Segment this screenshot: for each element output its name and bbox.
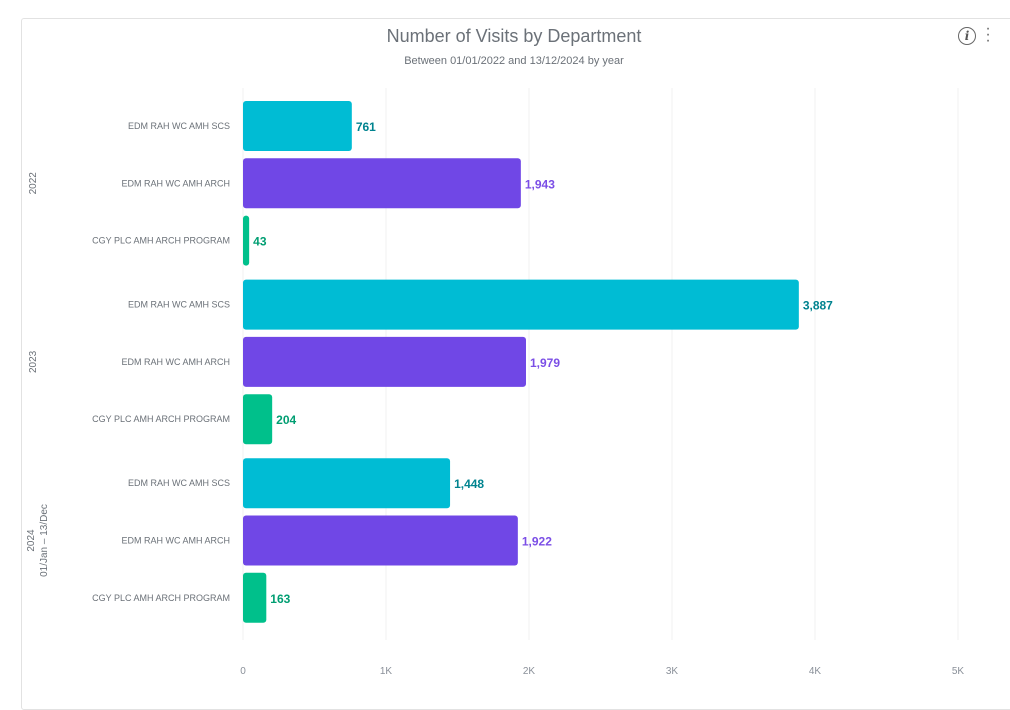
category-label: CGY PLC AMH ARCH PROGRAM (92, 593, 230, 603)
data-label: 1,979 (530, 356, 560, 370)
year-label: 2024 (26, 529, 37, 552)
category-label: CGY PLC AMH ARCH PROGRAM (92, 414, 230, 424)
data-label: 3,887 (803, 299, 833, 313)
chart-title: Number of Visits by Department (386, 26, 642, 46)
category-label: EDM RAH WC AMH ARCH (121, 357, 230, 367)
bar (243, 279, 799, 330)
bar (243, 101, 352, 151)
bar (243, 515, 518, 566)
year-label: 2022 (28, 172, 39, 195)
chart-subtitle: Between 01/01/2022 and 13/12/2024 by yea… (404, 55, 624, 67)
info-icon[interactable]: i (958, 27, 976, 45)
x-tick-label: 0 (240, 666, 246, 677)
more-vertical-icon[interactable]: · · · (985, 20, 991, 49)
data-label: 1,922 (522, 535, 552, 549)
x-tick-label: 1K (380, 666, 393, 677)
category-label: EDM RAH WC AMH SCS (128, 478, 230, 488)
category-label: EDM RAH WC AMH ARCH (121, 178, 230, 188)
data-label: 1,943 (525, 177, 555, 191)
x-tick-label: 5K (952, 666, 965, 677)
bar (243, 458, 451, 509)
data-label: 1,448 (454, 477, 484, 491)
year-label: 2023 (28, 350, 39, 373)
bar (243, 158, 521, 209)
bar (243, 394, 273, 445)
bar (243, 215, 250, 266)
category-label: EDM RAH WC AMH SCS (128, 121, 230, 131)
bar (243, 572, 267, 623)
data-label: 163 (270, 592, 290, 606)
year-range-label: 01/Jan – 13/Dec (39, 504, 50, 577)
x-tick-label: 2K (523, 666, 536, 677)
data-label: 761 (356, 120, 376, 134)
data-label: 204 (276, 413, 296, 427)
bar (243, 336, 526, 387)
category-label: CGY PLC AMH ARCH PROGRAM (92, 236, 230, 246)
bar-chart: 0 1K 2K 3K 4K 5K 761 EDM RAH WC AMH SCS 1,943 EDM… (26, 88, 965, 677)
data-label: 43 (253, 235, 267, 249)
category-label: EDM RAH WC AMH SCS (128, 300, 230, 310)
category-label: EDM RAH WC AMH ARCH (121, 536, 230, 546)
x-tick-label: 3K (666, 666, 679, 677)
x-tick-label: 4K (809, 666, 822, 677)
